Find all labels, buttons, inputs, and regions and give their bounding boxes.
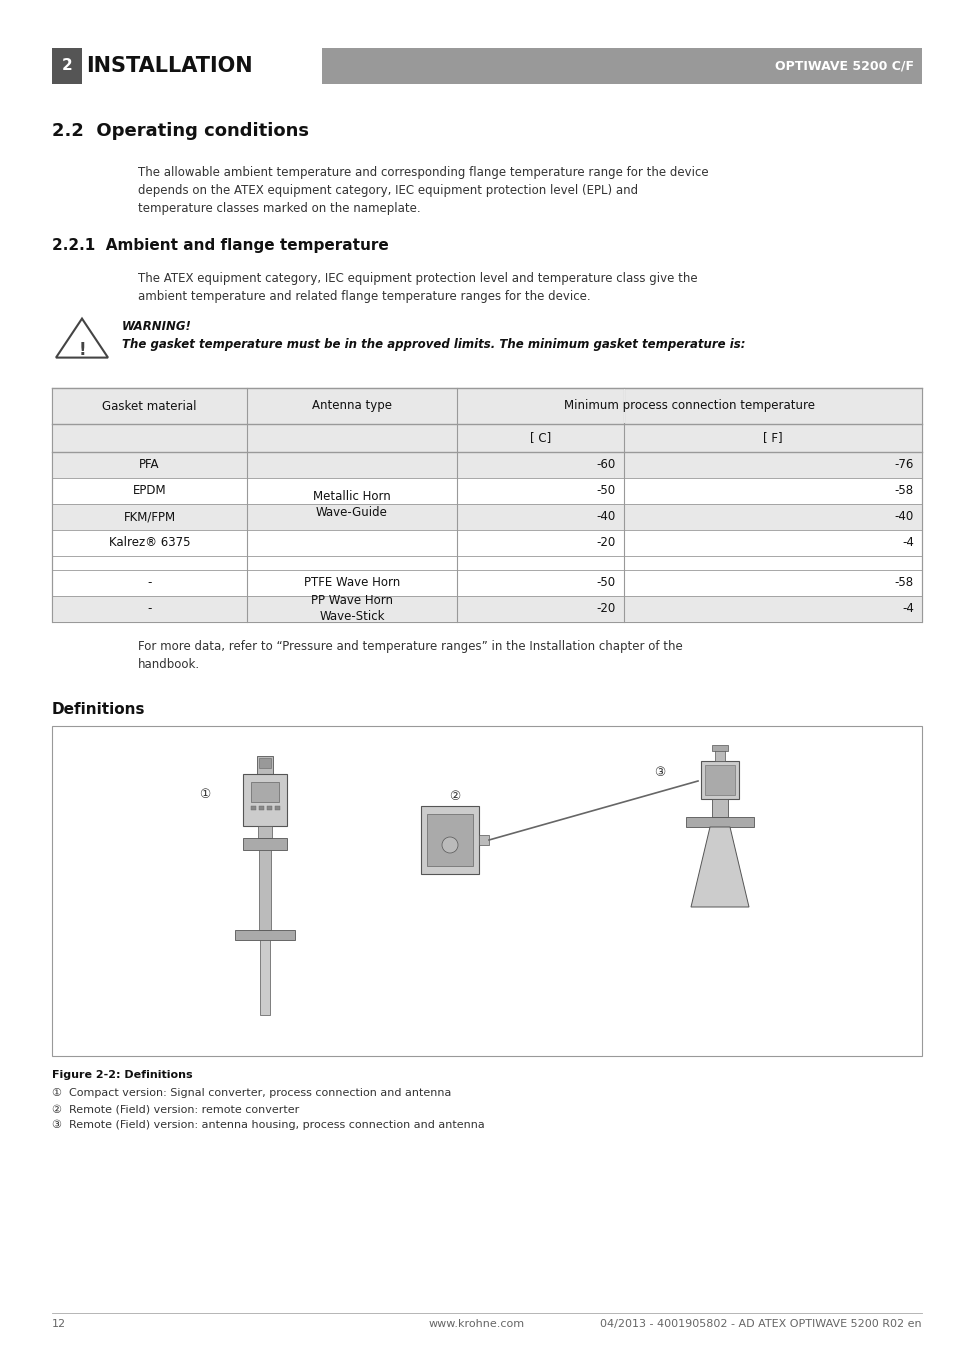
Bar [256,757,273,774]
Bar [52,596,921,621]
Text: The ATEX equipment category, IEC equipment protection level and temperature clas: The ATEX equipment category, IEC equipme… [138,272,697,303]
Bar [267,807,272,811]
Bar [52,504,921,530]
Text: INSTALLATION: INSTALLATION [86,55,253,76]
Text: 2.2  Operating conditions: 2.2 Operating conditions [52,122,309,141]
Bar [322,49,921,84]
Text: WARNING!: WARNING! [122,320,192,332]
Bar [258,758,271,767]
Text: -76: -76 [894,458,913,471]
Bar [274,807,280,811]
Text: -20: -20 [597,603,616,616]
Text: The gasket temperature must be in the approved limits. The minimum gasket temper: The gasket temperature must be in the ap… [122,338,744,351]
Bar [52,388,921,621]
Text: -20: -20 [597,536,616,550]
Bar [234,929,294,940]
Bar [52,453,921,478]
Bar [478,835,489,844]
Bar [257,825,272,838]
Bar [420,807,478,874]
Text: -: - [147,577,152,589]
Bar [52,49,82,84]
Polygon shape [690,827,748,907]
Text: !: ! [78,340,86,359]
Circle shape [441,838,457,852]
Text: 12: 12 [52,1319,66,1329]
Bar [52,725,921,1056]
Text: -40: -40 [597,511,616,523]
Text: Antenna type: Antenna type [312,400,392,412]
Bar [258,850,271,929]
Bar [427,815,473,866]
Bar [243,838,287,850]
Text: [ F]: [ F] [762,431,782,444]
Bar [251,807,255,811]
Text: [ C]: [ C] [529,431,551,444]
Text: Gasket material: Gasket material [102,400,196,412]
Text: ③: ③ [654,766,665,780]
Text: OPTIWAVE 5200 C/F: OPTIWAVE 5200 C/F [774,59,913,73]
Bar [260,940,270,1015]
Text: -: - [147,603,152,616]
Text: -60: -60 [597,458,616,471]
Bar [714,748,724,761]
Bar [711,798,727,817]
Text: -4: -4 [902,536,913,550]
Text: -50: -50 [597,577,616,589]
Bar [711,744,727,751]
Text: ②  Remote (Field) version: remote converter: ② Remote (Field) version: remote convert… [52,1104,299,1115]
Text: 2: 2 [62,58,72,73]
Text: PFA: PFA [139,458,159,471]
Bar [251,782,278,802]
Text: 04/2013 - 4001905802 - AD ATEX OPTIWAVE 5200 R02 en: 04/2013 - 4001905802 - AD ATEX OPTIWAVE … [599,1319,921,1329]
Text: PP Wave Horn
Wave-Stick: PP Wave Horn Wave-Stick [311,594,393,624]
Text: -4: -4 [902,603,913,616]
Text: FKM/FPM: FKM/FPM [123,511,175,523]
Text: For more data, refer to “Pressure and temperature ranges” in the Installation ch: For more data, refer to “Pressure and te… [138,640,682,671]
Text: www.krohne.com: www.krohne.com [429,1319,524,1329]
Text: Kalrez® 6375: Kalrez® 6375 [109,536,190,550]
Text: PTFE Wave Horn: PTFE Wave Horn [304,577,399,589]
Bar [685,817,753,827]
Text: ②: ② [449,790,460,802]
Bar [704,765,734,794]
Text: EPDM: EPDM [132,485,166,497]
Bar [700,761,739,798]
Polygon shape [56,319,108,358]
Text: 2.2.1  Ambient and flange temperature: 2.2.1 Ambient and flange temperature [52,238,388,253]
Text: ①: ① [199,789,211,801]
Text: -50: -50 [597,485,616,497]
Bar [623,389,625,423]
Text: -58: -58 [894,485,913,497]
Text: ①  Compact version: Signal converter, process connection and antenna: ① Compact version: Signal converter, pro… [52,1088,451,1098]
Bar [258,807,264,811]
Text: Minimum process connection temperature: Minimum process connection temperature [563,400,814,412]
Bar [243,774,287,825]
Bar [52,424,921,453]
Text: The allowable ambient temperature and corresponding flange temperature range for: The allowable ambient temperature and co… [138,166,708,215]
Text: -58: -58 [894,577,913,589]
Text: -40: -40 [894,511,913,523]
Text: Definitions: Definitions [52,703,146,717]
Text: ③  Remote (Field) version: antenna housing, process connection and antenna: ③ Remote (Field) version: antenna housin… [52,1120,484,1131]
Text: Metallic Horn
Wave-Guide: Metallic Horn Wave-Guide [313,489,391,519]
Text: Figure 2-2: Definitions: Figure 2-2: Definitions [52,1070,193,1079]
Bar [52,388,921,424]
